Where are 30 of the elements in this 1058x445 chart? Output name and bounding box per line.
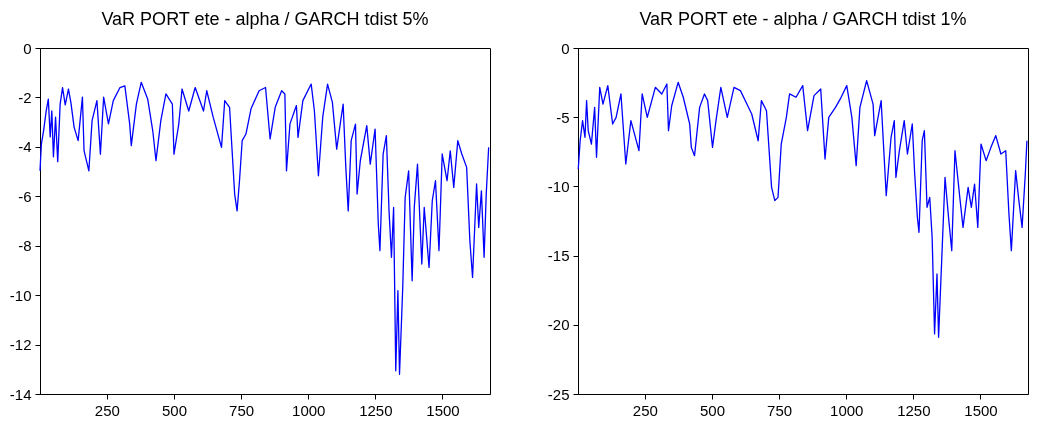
y-tick-label: 0 bbox=[23, 39, 32, 57]
x-tick-label: 1250 bbox=[359, 401, 393, 419]
y-tick-label: 0 bbox=[561, 39, 570, 57]
y-tick-label: -10 bbox=[9, 286, 32, 304]
x-tick-label: 750 bbox=[767, 401, 793, 419]
x-tick-label: 250 bbox=[632, 401, 658, 419]
chart-title: VaR PORT ete - alpha / GARCH tdist 5% bbox=[101, 9, 429, 29]
y-tick-label: -8 bbox=[18, 237, 32, 255]
x-tick-label: 250 bbox=[94, 401, 120, 419]
line-series bbox=[39, 81, 490, 375]
y-tick-label: -14 bbox=[9, 385, 32, 403]
y-tick-label: -6 bbox=[18, 187, 32, 205]
y-tick-label: -20 bbox=[547, 316, 570, 334]
line-series bbox=[577, 80, 1028, 338]
y-tick-label: -5 bbox=[556, 108, 570, 126]
x-tick-label: 1250 bbox=[897, 401, 931, 419]
x-tick-label: 1000 bbox=[292, 401, 326, 419]
chart-title: VaR PORT ete - alpha / GARCH tdist 1% bbox=[639, 9, 967, 29]
y-tick-label: -4 bbox=[18, 138, 32, 156]
x-tick-label: 1000 bbox=[830, 401, 864, 419]
x-tick-label: 500 bbox=[699, 401, 725, 419]
y-tick-label: -2 bbox=[18, 88, 32, 106]
y-tick-label: -25 bbox=[547, 385, 570, 403]
y-tick-label: -12 bbox=[9, 336, 32, 354]
y-tick-label: -10 bbox=[547, 177, 570, 195]
x-tick-label: 750 bbox=[229, 401, 255, 419]
y-tick-label: -15 bbox=[547, 247, 570, 265]
x-tick-label: 1500 bbox=[426, 401, 460, 419]
x-tick-label: 500 bbox=[161, 401, 187, 419]
x-tick-label: 1500 bbox=[964, 401, 998, 419]
